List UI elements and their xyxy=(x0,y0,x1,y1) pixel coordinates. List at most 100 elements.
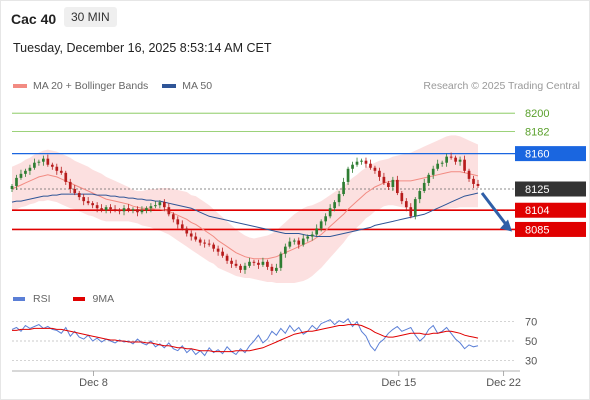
candle xyxy=(243,262,247,274)
candle xyxy=(239,263,242,273)
level-label-8182: 8182 xyxy=(525,126,549,138)
candle xyxy=(467,168,471,182)
candle-body xyxy=(396,179,399,194)
candle-body xyxy=(436,163,440,169)
candle-body xyxy=(413,199,417,217)
candle-body xyxy=(476,183,480,186)
level-text-8125: 8125 xyxy=(525,184,549,196)
candle-body xyxy=(400,193,404,202)
candle xyxy=(68,178,72,194)
candle-body xyxy=(73,189,77,194)
candle xyxy=(203,239,207,248)
level-text-8104: 8104 xyxy=(525,205,549,217)
candle xyxy=(337,191,341,207)
candle-body xyxy=(257,262,260,265)
credit-text: Research © 2025 Trading Central xyxy=(423,80,580,92)
candle xyxy=(154,201,157,209)
candle-body xyxy=(194,236,198,240)
candle xyxy=(118,208,121,215)
candle-body xyxy=(422,182,426,192)
candle xyxy=(440,160,444,167)
candle-body xyxy=(42,158,45,162)
candle xyxy=(59,166,63,175)
candle-body xyxy=(212,244,215,249)
candle-body xyxy=(55,166,59,171)
candle xyxy=(351,161,354,173)
candle-body xyxy=(158,202,162,206)
candle-body xyxy=(275,267,278,271)
level-box-8085 xyxy=(515,221,586,237)
candle xyxy=(476,179,480,188)
candle-body xyxy=(64,172,68,182)
candle-body xyxy=(180,224,184,229)
candle-body xyxy=(463,159,466,171)
candle-body xyxy=(310,234,314,237)
candle xyxy=(266,259,269,270)
candle-body xyxy=(252,261,256,263)
candle xyxy=(15,174,18,191)
candle-body xyxy=(301,238,305,245)
candle-body xyxy=(328,208,332,217)
candle xyxy=(248,257,251,268)
candle xyxy=(216,245,220,256)
candle xyxy=(306,234,310,242)
candle xyxy=(10,183,14,193)
rsi-line xyxy=(11,318,479,357)
legend-ma50-label: MA 50 xyxy=(182,80,213,92)
level-label-8085: 8085 xyxy=(515,221,586,237)
candle-body xyxy=(234,263,238,266)
candle xyxy=(275,263,278,273)
candle-body xyxy=(185,228,189,234)
candle xyxy=(288,237,292,249)
candle xyxy=(364,157,368,168)
candle-body xyxy=(306,236,310,239)
candle-body xyxy=(140,210,144,213)
candle xyxy=(382,172,386,185)
candle-body xyxy=(136,209,139,213)
candle xyxy=(221,247,224,258)
candle xyxy=(109,204,112,214)
candle-body xyxy=(225,255,229,261)
candle xyxy=(212,242,215,252)
candle-body xyxy=(283,246,287,254)
candle-body xyxy=(288,241,292,247)
candle-body xyxy=(203,242,207,244)
level-box-8160 xyxy=(515,146,586,162)
candle xyxy=(225,253,229,264)
rsi-ma9-line xyxy=(12,324,479,353)
legend-ma20: MA 20 + Bollinger Bands xyxy=(13,80,148,92)
candle xyxy=(346,166,350,185)
level-label-8125: 8125 xyxy=(515,181,586,197)
candle xyxy=(279,251,283,271)
candle xyxy=(391,176,395,192)
candle xyxy=(261,257,265,267)
candle xyxy=(122,205,126,216)
candle-body xyxy=(297,240,301,245)
candle xyxy=(100,204,103,213)
candle xyxy=(37,159,41,166)
level-label-8200: 8200 xyxy=(525,108,549,120)
candle-body xyxy=(171,214,175,220)
candle-body xyxy=(10,185,14,189)
candle xyxy=(396,175,399,196)
candle xyxy=(400,191,404,205)
candle-body xyxy=(230,260,233,264)
level-text-8085: 8085 xyxy=(525,224,549,236)
candle-body xyxy=(454,157,457,162)
candle xyxy=(355,157,359,167)
candle xyxy=(431,165,435,179)
candle xyxy=(292,238,296,245)
candle-body xyxy=(189,233,193,237)
ma50-swatch xyxy=(162,84,177,88)
candle-body xyxy=(431,168,435,175)
projection-arrow-shaft xyxy=(480,192,508,226)
candle-body xyxy=(319,221,323,229)
candle-body xyxy=(118,210,121,212)
candle xyxy=(55,163,59,175)
candle xyxy=(24,168,27,177)
candle xyxy=(158,200,162,209)
candle-body xyxy=(68,181,72,189)
timeframe-badge[interactable]: 30 MIN xyxy=(64,7,117,27)
candle xyxy=(19,169,23,180)
